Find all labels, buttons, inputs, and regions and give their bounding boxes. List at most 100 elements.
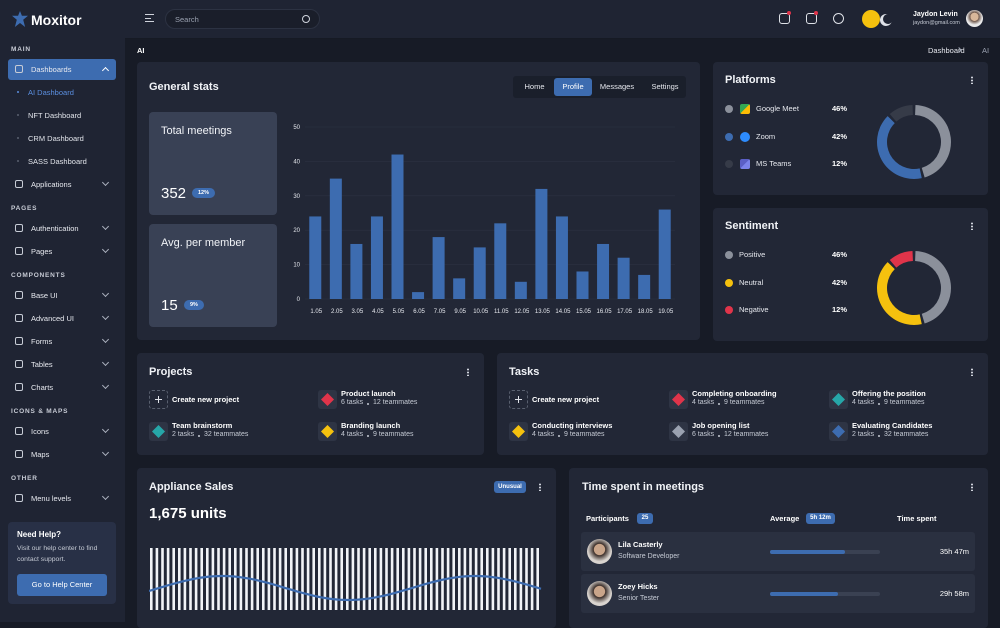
search-placeholder: Search [175,15,199,24]
bar [514,281,527,299]
x-tick-label: 9.05 [454,309,466,315]
stripe [172,548,175,610]
tab[interactable]: Settings [651,82,679,91]
separator-dot [878,403,880,405]
stripe [306,548,310,610]
tab[interactable]: Messages [599,82,635,91]
legend-value: 46% [832,250,848,259]
more-menu[interactable] [971,483,973,491]
stripe [351,548,355,610]
stripe [222,548,226,610]
menu-item: Base UI [31,291,58,300]
cart[interactable] [806,13,817,24]
item-tasks: 6 tasks [341,399,364,406]
bar [658,209,671,299]
chevron [101,492,110,501]
add-project[interactable] [149,390,168,409]
section-title: MAIN [11,46,31,53]
help-button[interactable]: Go to Help Center [17,574,107,596]
active-item-bg [8,59,116,80]
user-avatar[interactable] [966,10,983,27]
sub-bullet [17,137,19,139]
menu-item: Pages [31,247,53,256]
item-icon-shape [512,425,525,438]
menu-icon [15,383,23,391]
stripe [530,548,534,610]
stripe [452,548,455,610]
menu-icon [15,180,23,188]
x-tick-label: 2.05 [331,309,343,315]
stat-box: Total meetings 352 12% [149,112,277,215]
legend-dot [725,306,733,314]
item-title: Conducting interviews [532,421,613,430]
stripe [346,548,349,610]
chevron [101,358,110,367]
progress-bar [770,550,845,554]
separator-dot [367,403,369,405]
more-menu[interactable] [971,222,973,230]
stripe [155,548,159,610]
item-title: Branding launch [341,421,401,430]
donut-segment [877,262,922,325]
add-project[interactable] [509,390,528,409]
more-menu[interactable] [971,76,973,84]
tab[interactable]: Home [524,82,545,91]
menu-icon [15,450,23,458]
menu-icon [15,224,23,232]
section-title: PAGES [11,205,38,212]
stripe [407,548,411,610]
average-badge: 5h 12m [806,513,835,524]
separator-dot [367,435,369,437]
platforms-card: Platforms Google Meet 46% Zoom 42% MS Teams 12… [713,62,988,195]
stripe [262,548,265,610]
chevron [101,245,110,254]
page-title: AI [137,46,145,55]
menu-item: Maps [31,450,50,459]
x-tick-label: 16.05 [597,309,613,315]
stripe [430,548,433,610]
item-teammates: 12 teammates [373,399,418,406]
donut-segment [877,116,922,179]
stripe [463,548,467,610]
menu-icon [15,427,23,435]
stripe [418,548,422,610]
stripe [301,548,304,610]
more-menu[interactable] [467,368,469,376]
stripe [396,548,399,610]
search-box[interactable]: Search [165,9,320,29]
more-menu[interactable] [971,368,973,376]
more-menu[interactable] [539,483,541,491]
tab[interactable]: Profile [554,78,592,96]
stripe [357,548,360,610]
settings[interactable] [833,13,844,24]
stripe [228,548,231,610]
x-tick-label: 18.05 [638,309,654,315]
menu-toggle[interactable] [145,14,154,22]
participant-avatar [587,581,612,606]
theme-light[interactable] [862,10,880,28]
time-spent: 35h 47m [939,547,969,556]
sales-wave [149,574,542,602]
bar [494,223,507,299]
stripe [362,548,366,610]
column-header: Participants [586,514,629,523]
legend-dot [725,132,733,141]
separator-dot [558,435,560,437]
theme-dark[interactable] [883,14,893,24]
stat-value: 15 [161,297,178,314]
participant-avatar [587,539,612,564]
menu-item: Applications [31,180,72,189]
notifications[interactable] [779,13,790,24]
tasks-card: Tasks Create new project Completing onboar… [497,353,988,455]
legend-dot [725,160,733,168]
platform-icon [740,131,750,142]
bar [370,216,383,299]
menu-item: Charts [31,383,54,392]
meetings-card: Time spent in meetings Participants Averag… [569,468,988,628]
x-tick-label: 10.05 [473,309,489,315]
bar [412,292,425,299]
x-tick-label: 5.05 [393,309,405,315]
stripe [161,548,164,610]
chevron [101,381,110,390]
